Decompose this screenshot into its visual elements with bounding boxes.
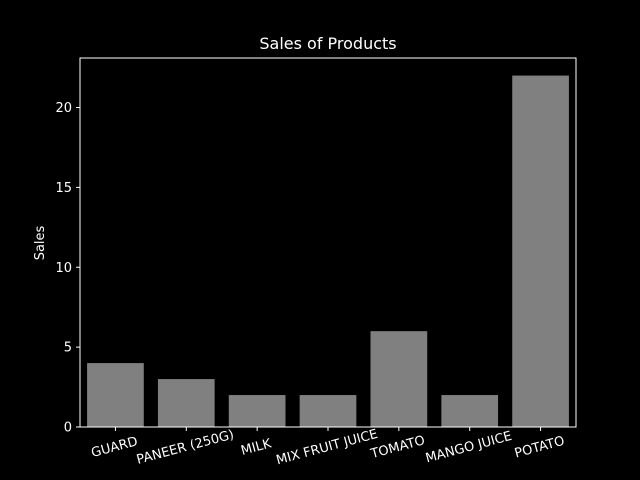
bar-4 <box>370 331 428 427</box>
y-axis-label: Sales <box>33 225 48 260</box>
bar-0 <box>87 363 144 427</box>
y-tick-label-0: 0 <box>64 421 72 436</box>
x-tick-label-5: MANGO JUICE <box>424 429 514 466</box>
x-tick-label-1: PANEER (250G) <box>135 427 236 467</box>
plot-frame <box>79 57 577 428</box>
x-tick-label-2: MILK <box>239 436 273 459</box>
bar-1 <box>157 379 215 427</box>
y-axis: 0 5 10 15 20 <box>55 101 80 436</box>
y-tick-label-4: 20 <box>55 101 72 116</box>
x-tick-label-0: GUARD <box>90 434 140 461</box>
bars-group <box>87 75 569 427</box>
bar-6 <box>512 75 569 427</box>
bar-3 <box>299 395 357 427</box>
y-tick-label-1: 5 <box>64 341 72 356</box>
bar-5 <box>441 395 499 427</box>
bar-2 <box>228 395 286 427</box>
x-tick-label-3: MIX FRUIT JUICE <box>275 427 380 469</box>
x-tick-label-6: POTATO <box>513 434 566 462</box>
y-tick-label-2: 10 <box>55 261 72 276</box>
chart-title: Sales of Products <box>259 34 396 53</box>
y-tick-label-3: 15 <box>55 181 72 196</box>
